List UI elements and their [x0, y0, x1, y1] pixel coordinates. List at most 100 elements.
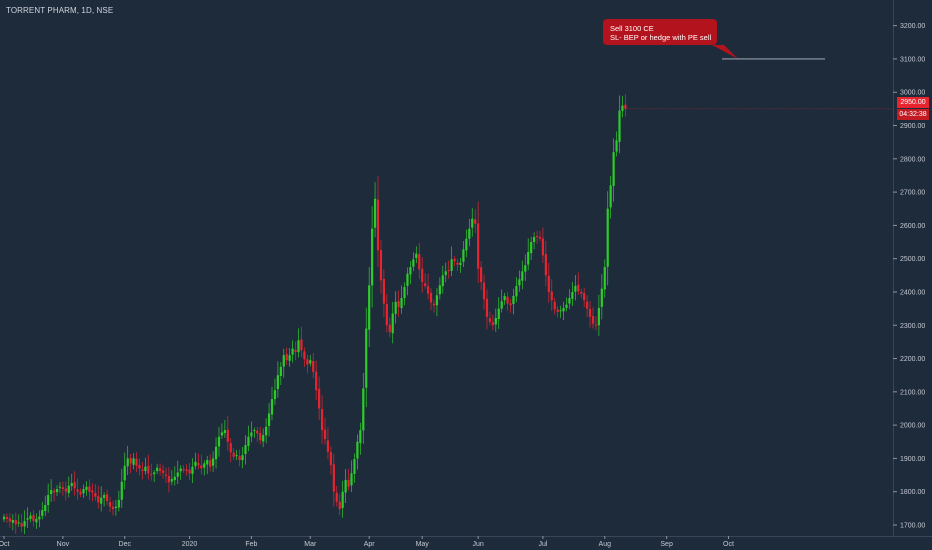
candle-body [279, 366, 282, 376]
candle-body [179, 468, 182, 472]
candle-body [26, 518, 29, 520]
candle-body [270, 399, 274, 415]
candle-body [527, 252, 530, 265]
candle-body [597, 307, 600, 326]
candle-body [565, 304, 568, 308]
candle-body [403, 286, 406, 298]
candle-body [158, 468, 162, 472]
candle-body [11, 520, 14, 523]
candle-body [267, 413, 271, 426]
candle-body [123, 465, 126, 481]
time-axis[interactable]: Oct Nov Dec 2020 Feb Mar Apr May Jun Jul Aug Sep Oct [0, 536, 932, 548]
candle-body [533, 237, 536, 243]
x-tick-label: Apr [364, 541, 376, 548]
candle-body [164, 474, 168, 476]
candle-body [47, 495, 50, 506]
candle-body [135, 458, 138, 466]
candle-body [341, 491, 344, 508]
candle-body [97, 496, 100, 503]
y-tick-label: 2100.00 [900, 389, 925, 396]
annotation-layer [627, 45, 893, 110]
candle-body [600, 288, 603, 307]
candle-body [385, 304, 388, 326]
y-tick-label: 2500.00 [900, 256, 925, 263]
candle-body [232, 452, 235, 457]
candle-body [447, 269, 450, 271]
candle-body [518, 279, 521, 286]
candle-body [138, 464, 141, 469]
candle-body [426, 286, 430, 294]
candle-body [621, 105, 624, 111]
candle-body [64, 488, 67, 492]
candle-body [450, 259, 453, 271]
candle-body [562, 307, 565, 312]
candle-body [108, 502, 112, 507]
annotation-callout[interactable]: Sell 3100 CE SL- BEP or hedge with PE se… [603, 19, 717, 45]
candle-body [456, 262, 459, 265]
candle-body [50, 490, 53, 494]
candle-body [477, 223, 480, 269]
candle-body [191, 466, 194, 474]
candle-body [88, 486, 91, 492]
candle-body [14, 520, 17, 525]
candle-body [276, 375, 279, 390]
candle-body [265, 426, 268, 436]
candle-body [591, 316, 595, 324]
y-tick-label: 2700.00 [900, 190, 925, 197]
candle-body [362, 388, 365, 431]
candle-body [170, 479, 173, 482]
candle-body [488, 318, 492, 322]
candle-body [485, 298, 489, 317]
candle-body [474, 219, 477, 224]
candle-body [156, 467, 159, 472]
candle-body [61, 487, 64, 490]
candle-body [359, 430, 362, 444]
candle-body [320, 409, 324, 431]
candle-body [229, 443, 232, 453]
candle-body [70, 483, 73, 486]
candle-body [100, 497, 103, 504]
candle-body [288, 355, 291, 361]
candle-body [244, 445, 247, 455]
candle-body [58, 486, 62, 488]
candle-body [259, 432, 262, 441]
candle-body [409, 267, 412, 275]
candle-body [241, 455, 244, 461]
candle-body [553, 301, 556, 310]
candle-body [182, 469, 185, 471]
x-tick-label: Aug [599, 541, 612, 548]
countdown-tag: 04:32:38 [897, 109, 929, 120]
candle-body [79, 491, 82, 495]
candle-body [117, 500, 120, 508]
candle-body [29, 515, 32, 519]
candle-body [332, 464, 335, 492]
x-tick-label: Nov [57, 541, 70, 548]
candle-body [129, 457, 132, 464]
candle-body [594, 324, 598, 326]
candle-body [161, 470, 165, 474]
candle-body [373, 198, 377, 228]
candle-body [5, 516, 9, 520]
candle-body [312, 361, 315, 372]
y-tick-label: 2200.00 [900, 356, 925, 363]
y-tick-label: 3100.00 [900, 56, 925, 63]
candle-body [85, 486, 88, 490]
candle-body [535, 235, 539, 237]
candle-body [547, 275, 550, 292]
candle-body [418, 254, 421, 270]
candle-body [105, 494, 109, 502]
candle-body [624, 104, 627, 109]
candle-body [356, 441, 359, 459]
candle-body [586, 301, 589, 309]
candle-body [20, 523, 23, 527]
candle-body [141, 469, 144, 472]
candle-body [323, 429, 327, 440]
x-tick-label: Feb [245, 541, 257, 548]
price-axis[interactable]: 1700.00 1800.00 1900.00 2000.00 2100.00 2200.… [893, 0, 925, 536]
candle-body [406, 273, 409, 286]
y-tick-label: 2400.00 [900, 289, 925, 296]
candle-body [379, 250, 383, 281]
candle-body [391, 313, 394, 334]
candle-body [41, 510, 44, 516]
